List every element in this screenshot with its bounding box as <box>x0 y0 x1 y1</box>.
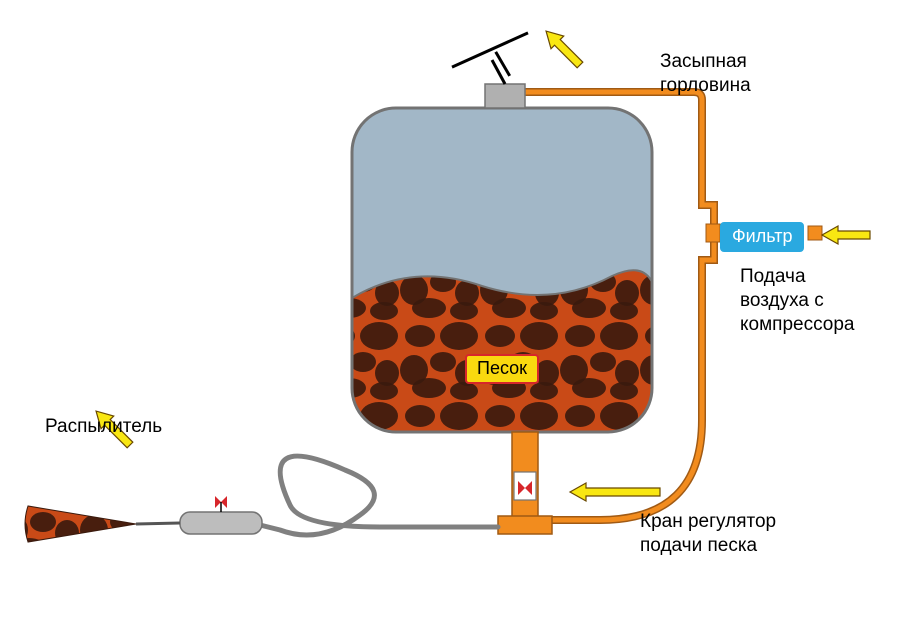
compressor-label: Подачавоздуха скомпрессора <box>740 265 855 336</box>
filter-label-text: Фильтр <box>732 226 792 246</box>
nozzle-pipe <box>136 523 180 524</box>
arrow-compressor <box>822 226 870 244</box>
sand-label-text: Песок <box>477 358 527 378</box>
filler-neck <box>485 84 525 108</box>
sand-fill <box>352 270 652 432</box>
arrow-valve <box>570 483 660 501</box>
handle-valve-icon <box>215 496 221 508</box>
diagram-stage: Песок Фильтр Засыпнаягорловина Подачавоз… <box>0 0 912 619</box>
spray-cone <box>25 506 136 542</box>
spray-handle <box>180 512 262 534</box>
sprayer-label: Распылитель <box>45 415 162 439</box>
sand-label: Песок <box>465 354 539 384</box>
valve-label: Кран регуляторподачи песка <box>640 510 776 558</box>
filter-connector <box>706 224 720 242</box>
filler-label: Засыпнаягорловина <box>660 50 751 98</box>
filter-label: Фильтр <box>720 222 804 252</box>
tee-junction <box>498 516 552 534</box>
compressor-inlet <box>808 226 822 240</box>
valve-body <box>514 472 536 500</box>
filler-handle-bar <box>452 33 528 67</box>
hose <box>260 456 498 535</box>
arrow-filler <box>540 25 587 72</box>
